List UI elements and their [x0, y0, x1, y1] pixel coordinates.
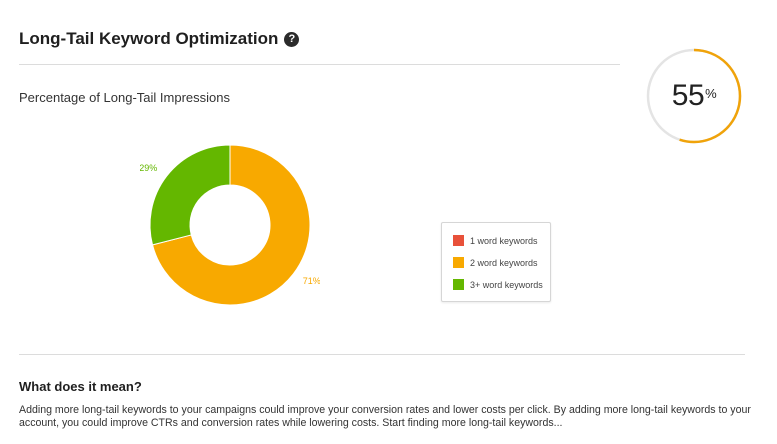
meaning-text: Adding more long-tail keywords to your c… [19, 404, 751, 429]
legend-item-3plus-word[interactable]: 3+ word keywords [453, 279, 543, 290]
donut-data-label: 71% [303, 276, 320, 286]
donut-data-label: 29% [140, 163, 157, 173]
chart-legend: 1 word keywords 2 word keywords 3+ word … [441, 222, 551, 302]
score-unit: % [705, 85, 717, 101]
score-ring-progress [646, 48, 742, 144]
legend-swatch [453, 235, 464, 246]
section-divider [19, 354, 745, 355]
header-divider [19, 64, 620, 65]
legend-item-1-word[interactable]: 1 word keywords [453, 235, 538, 246]
chart-subtitle: Percentage of Long-Tail Impressions [19, 90, 231, 105]
donut-slice[interactable] [151, 144, 311, 306]
legend-label: 2 word keywords [470, 257, 538, 268]
donut-chart: 71% 29% [140, 144, 320, 306]
legend-swatch [453, 257, 464, 268]
meaning-title: What does it mean? [19, 379, 142, 394]
score-value: 55% [646, 48, 742, 144]
section-title: Long-Tail Keyword Optimization ? [19, 29, 300, 49]
score-ring [646, 48, 742, 144]
donut-slice[interactable] [149, 144, 231, 246]
score-gauge: 55% [646, 48, 742, 144]
legend-label: 3+ word keywords [470, 279, 543, 290]
score-number: 55 [671, 79, 705, 112]
section-title-text: Long-Tail Keyword Optimization [19, 29, 279, 48]
legend-item-2-word[interactable]: 2 word keywords [453, 257, 538, 268]
legend-swatch [453, 279, 464, 290]
legend-label: 1 word keywords [470, 235, 538, 246]
question-circle-icon[interactable]: ? [284, 31, 300, 47]
